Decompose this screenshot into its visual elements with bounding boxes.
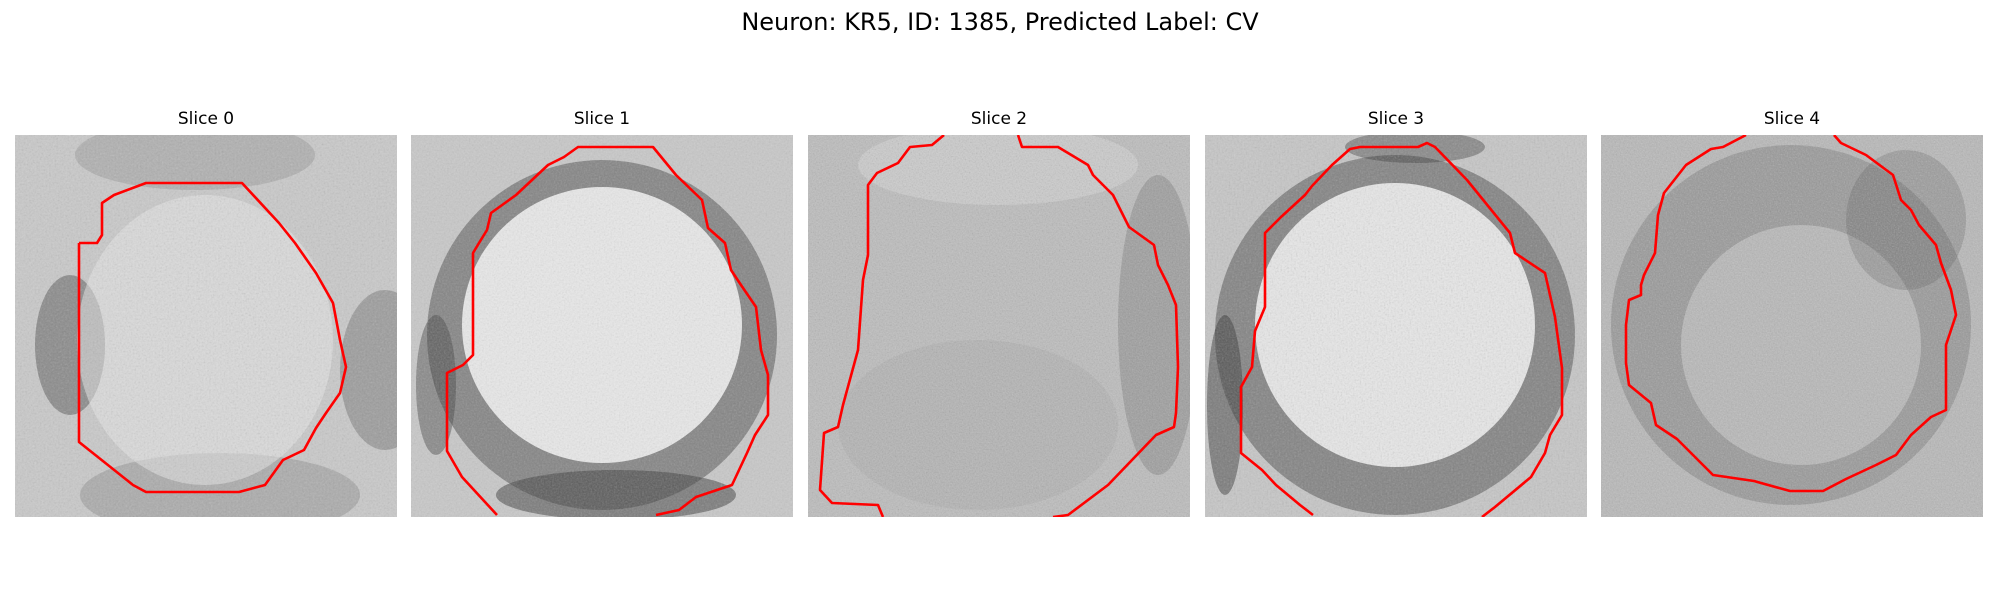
contour-slice-1 — [445, 145, 770, 517]
slice-image-1 — [411, 135, 793, 517]
slice-title-1: Slice 1 — [573, 109, 631, 129]
slice-panel-2: Slice 2 — [808, 108, 1190, 520]
slice-panel-1: Slice 1 — [411, 108, 793, 520]
contour-slice-2-right — [1016, 135, 1180, 517]
contour-slice-0 — [77, 181, 348, 494]
slice-svg-1 — [411, 135, 793, 517]
slice-svg-4 — [1601, 135, 1983, 517]
slice-noise-1 — [411, 135, 793, 517]
slice-panel-4: Slice 4 — [1601, 108, 1983, 520]
slice-panel-3: Slice 3 — [1205, 108, 1587, 520]
slice-title-3: Slice 3 — [1367, 109, 1425, 129]
slice-noise-0 — [15, 135, 397, 517]
slice-svg-3 — [1205, 135, 1587, 517]
slice-title-4: Slice 4 — [1763, 109, 1821, 129]
slice-title-2: Slice 2 — [970, 109, 1028, 129]
slice-svg-0 — [15, 135, 397, 517]
contour-slice-4 — [1624, 135, 1958, 493]
slice-image-4 — [1601, 135, 1983, 517]
slice-image-0 — [15, 135, 397, 517]
contour-slice-2-left — [818, 135, 945, 517]
slice-noise-4 — [1601, 135, 1983, 517]
slice-svg-2 — [808, 135, 1190, 517]
figure-title: Neuron: KR5, ID: 1385, Predicted Label: … — [741, 8, 1259, 36]
slice-noise-3 — [1205, 135, 1587, 517]
slice-panel-0: Slice 0 — [15, 108, 397, 520]
slice-image-3 — [1205, 135, 1587, 517]
contour-slice-3 — [1239, 141, 1564, 517]
slice-image-2 — [808, 135, 1190, 517]
slice-noise-2 — [808, 135, 1190, 517]
slice-title-0: Slice 0 — [177, 109, 235, 129]
